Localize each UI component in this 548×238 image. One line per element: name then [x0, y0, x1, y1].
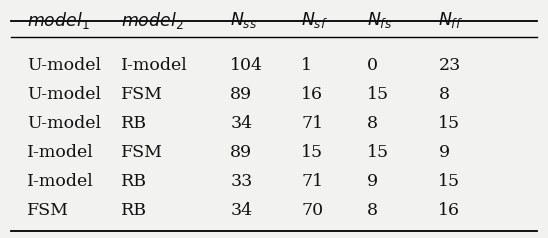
Text: I-model: I-model — [27, 144, 94, 161]
Text: 23: 23 — [438, 57, 461, 74]
Text: 71: 71 — [301, 173, 323, 190]
Text: 15: 15 — [367, 144, 389, 161]
Text: 9: 9 — [367, 173, 378, 190]
Text: FSM: FSM — [121, 86, 163, 103]
Text: RB: RB — [121, 115, 146, 132]
Text: 71: 71 — [301, 115, 323, 132]
Text: 104: 104 — [230, 57, 263, 74]
Text: $\it{model}_1$: $\it{model}_1$ — [27, 10, 90, 30]
Text: RB: RB — [121, 202, 146, 219]
Text: 33: 33 — [230, 173, 253, 190]
Text: 16: 16 — [301, 86, 323, 103]
Text: $\it{N}_{fs}$: $\it{N}_{fs}$ — [367, 10, 392, 30]
Text: U-model: U-model — [27, 57, 101, 74]
Text: $\it{model}_2$: $\it{model}_2$ — [121, 10, 183, 30]
Text: $\it{N}_{ss}$: $\it{N}_{ss}$ — [230, 10, 258, 30]
Text: FSM: FSM — [121, 144, 163, 161]
Text: $\it{N}_{sf}$: $\it{N}_{sf}$ — [301, 10, 329, 30]
Text: 8: 8 — [367, 115, 378, 132]
Text: 0: 0 — [367, 57, 378, 74]
Text: 15: 15 — [301, 144, 323, 161]
Text: 15: 15 — [438, 173, 460, 190]
Text: 8: 8 — [367, 202, 378, 219]
Text: 70: 70 — [301, 202, 323, 219]
Text: 1: 1 — [301, 57, 312, 74]
Text: 16: 16 — [438, 202, 460, 219]
Text: U-model: U-model — [27, 86, 101, 103]
Text: FSM: FSM — [27, 202, 70, 219]
Text: 89: 89 — [230, 144, 252, 161]
Text: 8: 8 — [438, 86, 449, 103]
Text: 34: 34 — [230, 202, 252, 219]
Text: RB: RB — [121, 173, 146, 190]
Text: $\it{N}_{ff}$: $\it{N}_{ff}$ — [438, 10, 464, 30]
Text: I-model: I-model — [121, 57, 187, 74]
Text: U-model: U-model — [27, 115, 101, 132]
Text: 34: 34 — [230, 115, 252, 132]
Text: 89: 89 — [230, 86, 252, 103]
Text: 15: 15 — [367, 86, 389, 103]
Text: 15: 15 — [438, 115, 460, 132]
Text: I-model: I-model — [27, 173, 94, 190]
Text: 9: 9 — [438, 144, 449, 161]
